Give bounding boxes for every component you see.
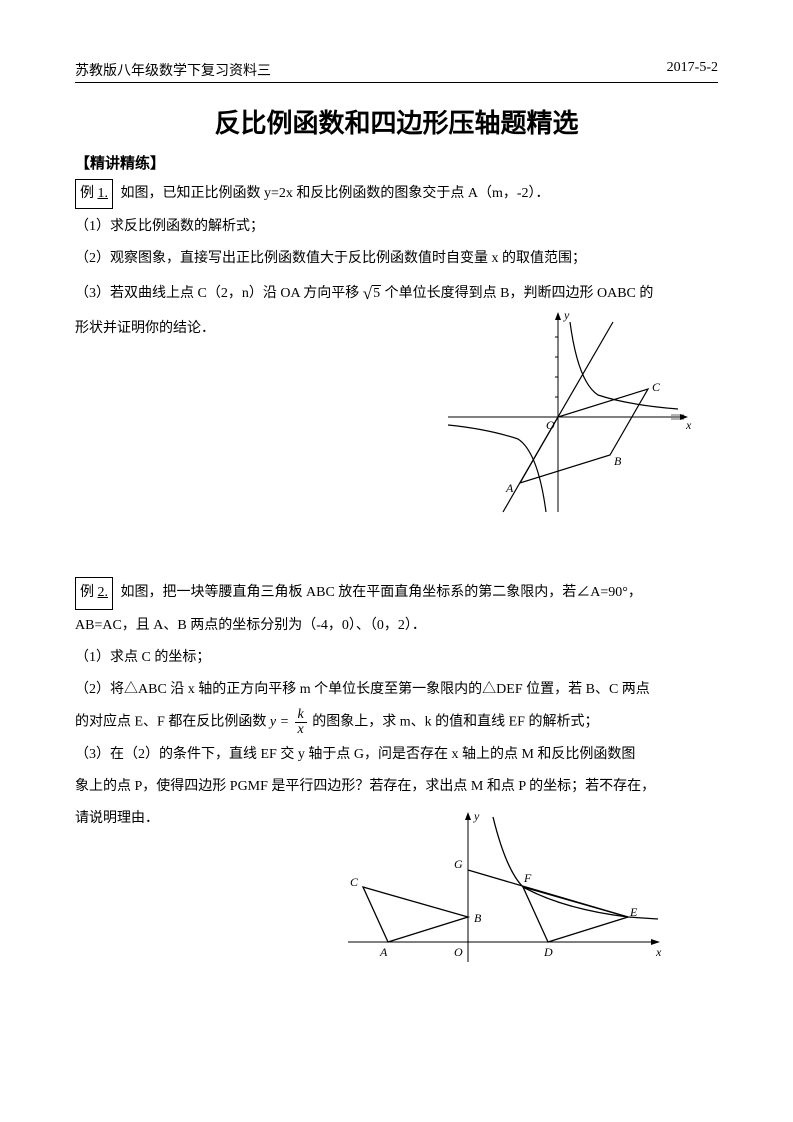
ex1-sqrt-arg: 5 [372, 285, 381, 301]
ex1-intro: 如图，已知正比例函数 y=2x 和反比例函数的图象交于点 A（m，-2）． [121, 186, 550, 201]
ex2-frac-x: x [295, 723, 307, 737]
fig2-C-label: C [350, 875, 359, 889]
figure-1-svg: x y O A B C [438, 307, 698, 517]
ex2-q3b: 象上的点 P，使得四边形 PGMF 是平行四边形？若存在，求出点 M 和点 P … [75, 773, 718, 801]
ex2-label-num: 2. [98, 585, 109, 600]
fig2-O-label: O [454, 945, 463, 959]
fig1-x-label: x [685, 418, 692, 432]
ex1-q3-line1: （3）若双曲线上点 C（2，n）沿 OA 方向平移 √5 个单位长度得到点 B，… [75, 277, 718, 311]
fig2-B-label: B [474, 911, 482, 925]
fig1-y-label: y [563, 308, 570, 322]
figure-2-svg: x y O A B C D E F G [338, 807, 668, 977]
ex1-q3a: （3）若双曲线上点 C（2，n）沿 OA 方向平移 [75, 286, 359, 301]
ex1-label-num: 1. [98, 186, 109, 201]
ex2-label-prefix: 例 [80, 585, 94, 600]
fig2-y-label: y [473, 809, 480, 823]
fig2-F-label: F [523, 871, 532, 885]
page-title: 反比例函数和四边形压轴题精选 [75, 103, 718, 140]
ex2-eq: = [276, 715, 292, 730]
fig1-C-label: C [652, 380, 661, 394]
ex2-q2b-line: 的对应点 E、F 都在反比例函数 y = kx 的图象上，求 m、k 的值和直线… [75, 708, 718, 737]
fig2-x-label: x [655, 945, 662, 959]
fraction-icon: kx [295, 708, 307, 737]
ex2-q2b-a: 的对应点 E、F 都在反比例函数 [75, 715, 266, 730]
ex2-frac-k: k [295, 708, 307, 723]
ex2-q2a: （2）将△ABC 沿 x 轴的正方向平移 m 个单位长度至第一象限内的△DEF … [75, 676, 718, 704]
ex1-q2: （2）观察图象，直接写出正比例函数值大于反比例函数值时自变量 x 的取值范围； [75, 245, 718, 273]
ex2-label: 例 2. [75, 577, 113, 610]
ex1-q3c: 形状并证明你的结论． [75, 315, 215, 343]
sqrt-icon: √5 [363, 277, 381, 311]
ex2-intro-line: 例 2. 如图，把一块等腰直角三角板 ABC 放在平面直角坐标系的第二象限内，若… [75, 577, 718, 610]
fig1-O-label: O [546, 418, 555, 432]
header-right: 2017-5-2 [667, 60, 718, 80]
fig2-E-label: E [629, 905, 638, 919]
fig2-A-label: A [379, 945, 388, 959]
fig1-B-label: B [614, 454, 622, 468]
ex2-intro-a: 如图，把一块等腰直角三角板 ABC 放在平面直角坐标系的第二象限内，若∠A=90… [121, 585, 642, 600]
ex2-intro-b: AB=AC，且 A、B 两点的坐标分别为（-4，0）、（0，2）． [75, 612, 718, 640]
ex1-intro-line: 例 1. 如图，已知正比例函数 y=2x 和反比例函数的图象交于点 A（m，-2… [75, 179, 718, 209]
fig1-A-label: A [505, 481, 514, 495]
ex1-q1: （1）求反比例函数的解析式； [75, 213, 718, 241]
ex1-label-prefix: 例 [80, 186, 94, 201]
ex2-q1: （1）求点 C 的坐标； [75, 644, 718, 672]
page-header: 苏教版八年级数学下复习资料三 2017-5-2 [75, 60, 718, 83]
ex1-q3b: 个单位长度得到点 B，判断四边形 OABC 的 [385, 286, 654, 301]
fig2-D-label: D [543, 945, 553, 959]
figure-1: x y O A B C [75, 347, 718, 547]
ex2-q2b-b: 的图象上，求 m、k 的值和直线 EF 的解析式； [312, 715, 598, 730]
ex2-q3a: （3）在（2）的条件下，直线 EF 交 y 轴于点 G，问是否存在 x 轴上的点… [75, 741, 718, 769]
section-heading: 【精讲精练】 [75, 152, 718, 173]
figure-2: x y O A B C D E F G [75, 837, 718, 1037]
fig2-G-label: G [454, 857, 463, 871]
ex1-label: 例 1. [75, 179, 113, 209]
header-left: 苏教版八年级数学下复习资料三 [75, 60, 271, 80]
